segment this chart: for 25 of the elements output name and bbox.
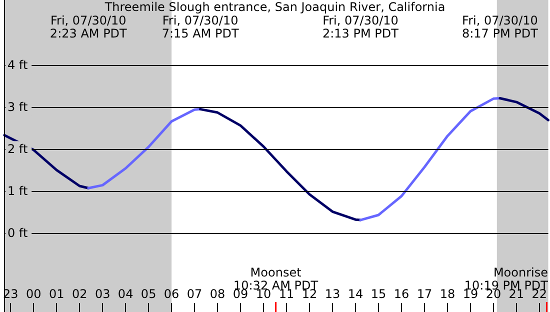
x-tick-label: 04 [118, 287, 134, 301]
y-tick-label: 3 ft [7, 100, 28, 114]
x-tick-label: 18 [440, 287, 456, 301]
x-tick-label: 02 [72, 287, 88, 301]
x-tick-label: 15 [370, 287, 386, 301]
y-tick-label: 0 ft [7, 226, 28, 240]
y-tick-label: 1 ft [7, 184, 28, 198]
x-tick-label: 13 [324, 287, 340, 301]
annotation: Fri, 07/30/10 2:23 AM PDT [50, 14, 128, 40]
chart-title: Threemile Slough entrance, San Joaquin River, California [104, 0, 446, 14]
annotation: Fri, 07/30/10 8:17 PM PDT [462, 14, 539, 40]
x-tick-label: 03 [94, 287, 110, 301]
y-tick-label: 2 ft [7, 142, 28, 156]
annotation: Fri, 07/30/10 7:15 AM PDT [162, 14, 240, 40]
x-tick-label: 01 [48, 287, 64, 301]
x-tick-label: 16 [394, 287, 410, 301]
x-tick-label: 14 [348, 287, 364, 301]
y-tick-label: 4 ft [7, 58, 28, 72]
x-tick-label: 07 [186, 287, 202, 301]
x-tick-label: 05 [140, 287, 156, 301]
x-tick-label: 08 [210, 287, 226, 301]
annotation: Fri, 07/30/10 2:13 PM PDT [322, 14, 400, 40]
x-tick-label: 06 [164, 287, 180, 301]
x-tick-label: 17 [416, 287, 432, 301]
x-tick-label: 00 [26, 287, 42, 301]
